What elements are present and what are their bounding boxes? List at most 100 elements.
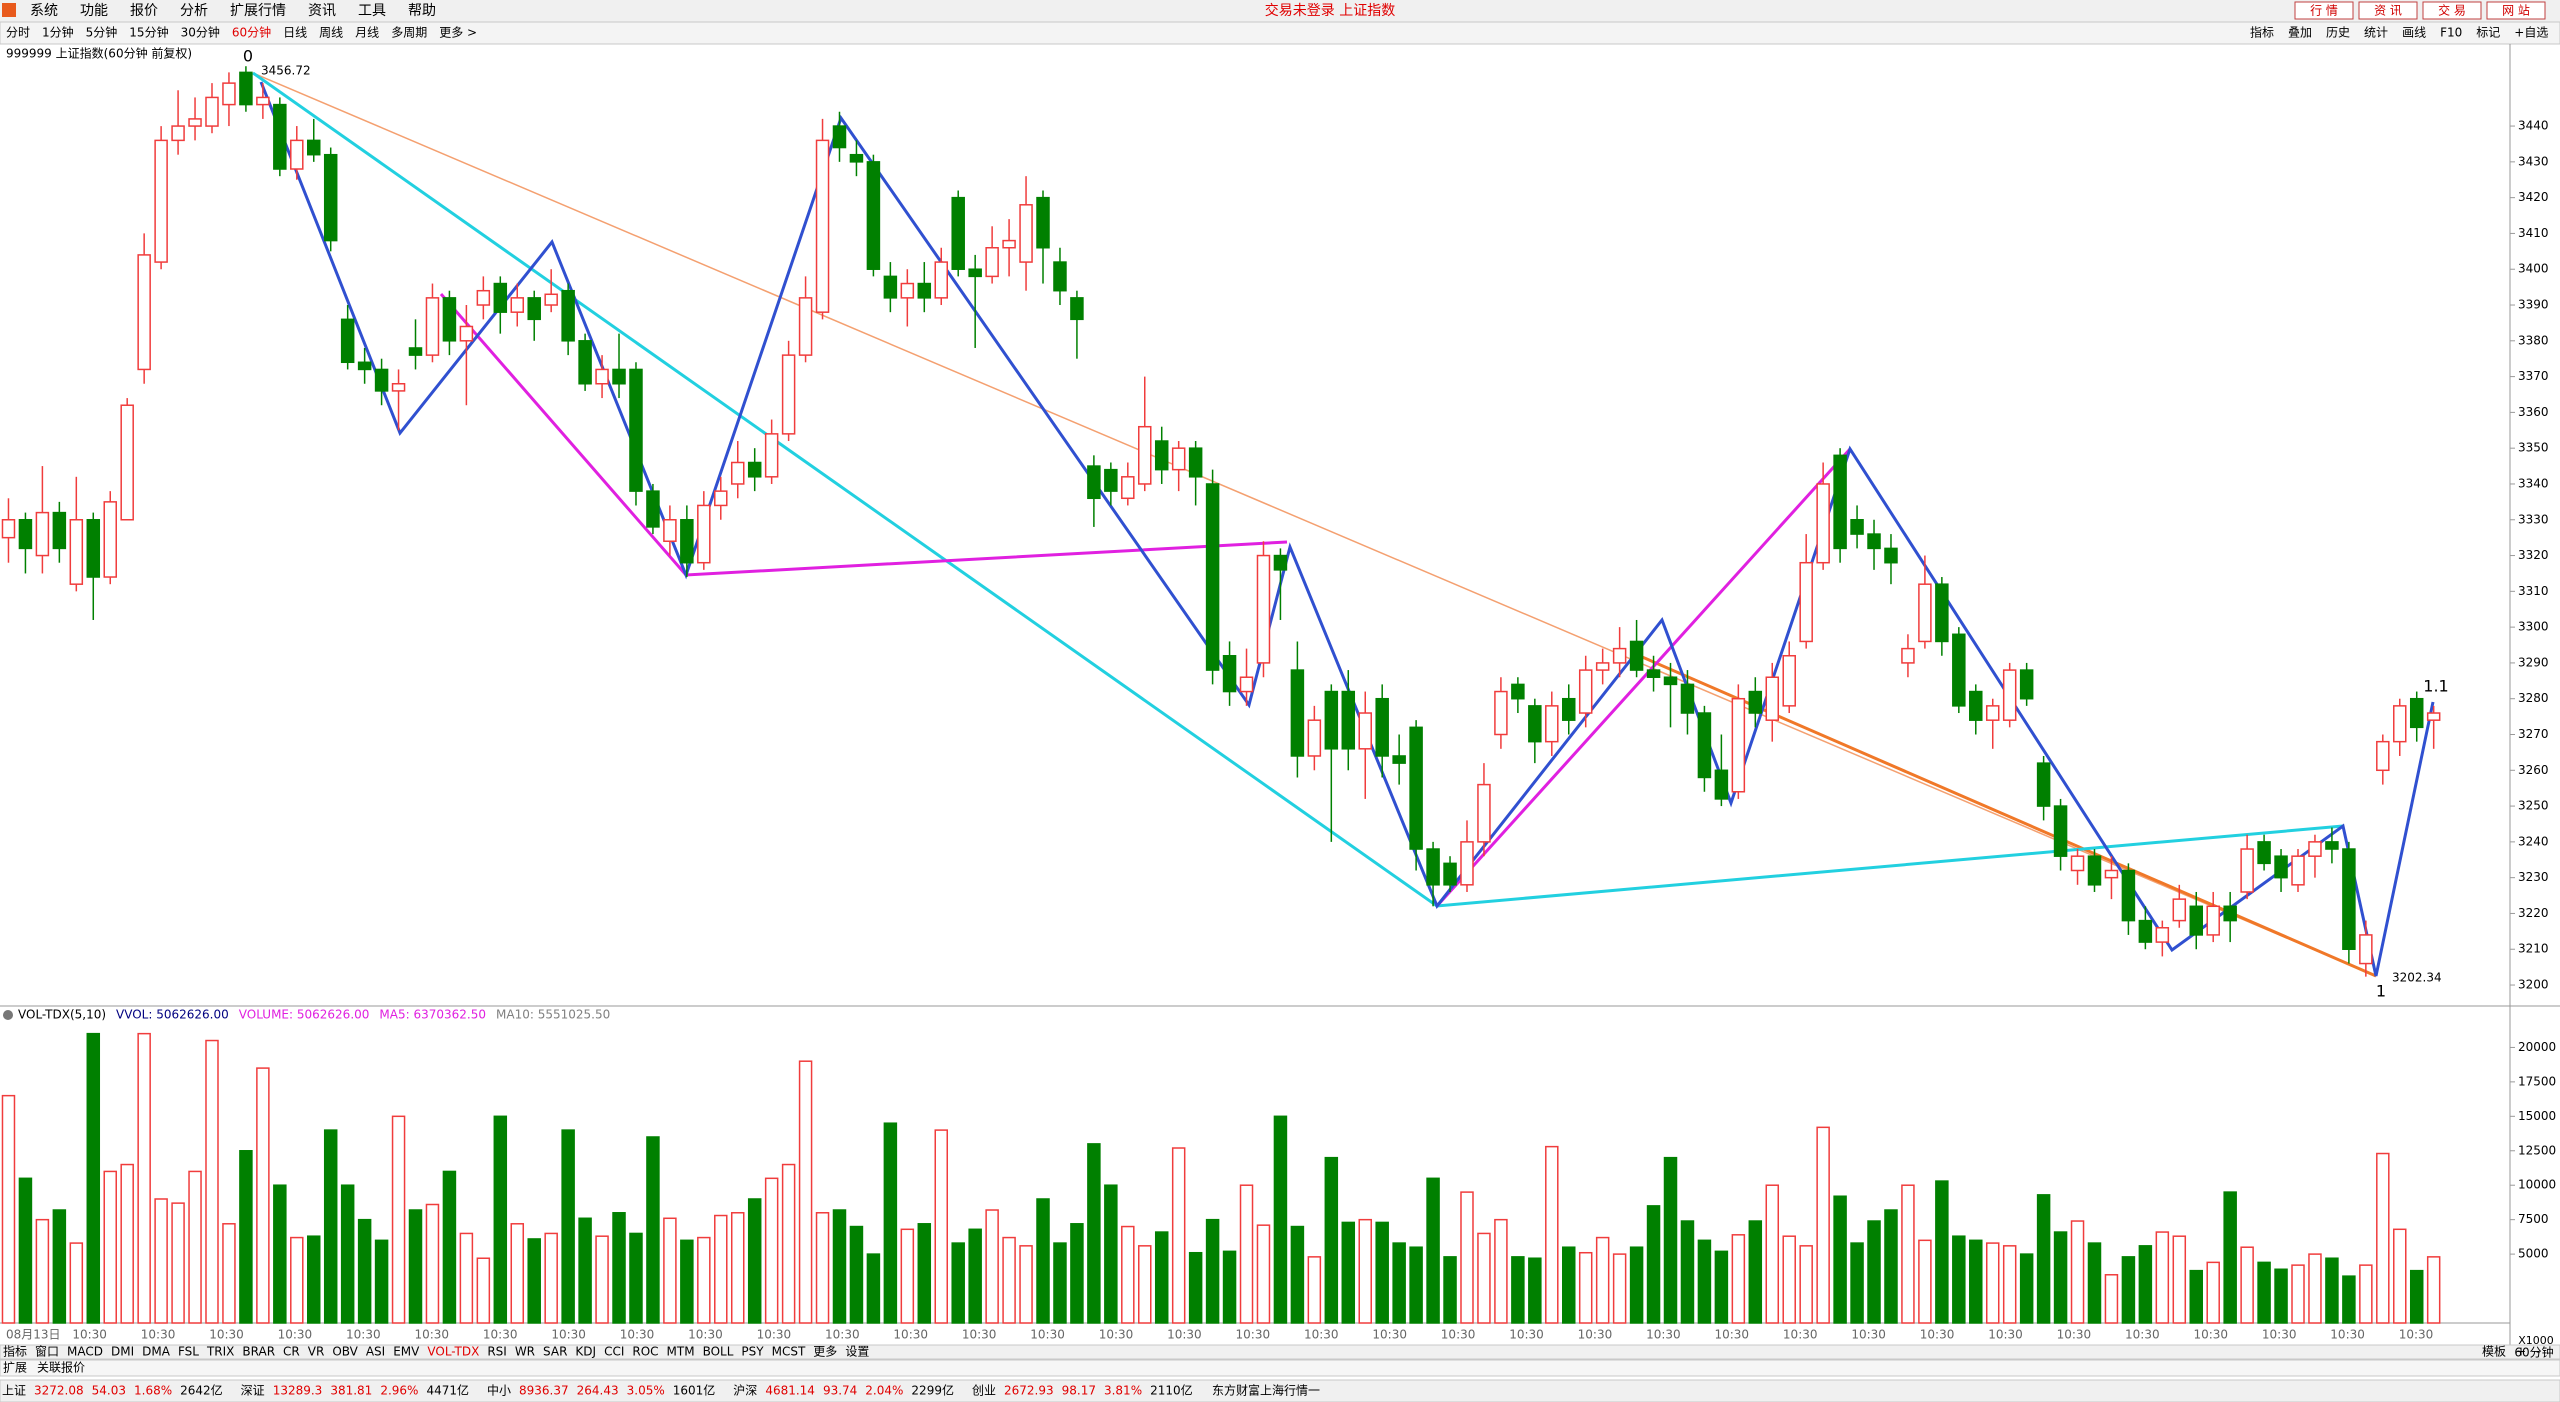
top-button[interactable] bbox=[2422, 1, 2482, 20]
volume-bar bbox=[612, 1212, 626, 1324]
period-tab[interactable]: 月线 bbox=[355, 26, 379, 40]
top-button[interactable] bbox=[2486, 1, 2546, 20]
volume-bar bbox=[103, 1170, 117, 1324]
volume-header[interactable]: VOLUME: 5062626.00 bbox=[239, 1008, 370, 1022]
indicator-tab[interactable]: 更多 bbox=[813, 1345, 837, 1359]
indicator-tab[interactable]: BRAR bbox=[242, 1345, 275, 1359]
candle-body bbox=[2376, 740, 2390, 772]
indicator-tab[interactable]: ASI bbox=[366, 1345, 385, 1359]
volume-bar bbox=[1850, 1242, 1864, 1324]
menu-item[interactable]: 功能 bbox=[80, 3, 108, 19]
candle-body bbox=[323, 153, 338, 242]
menu-item[interactable]: 报价 bbox=[130, 3, 158, 19]
period-tab[interactable]: 分时 bbox=[6, 26, 30, 40]
tool-button[interactable]: 统计 bbox=[2364, 26, 2388, 40]
indicator-tab[interactable]: MCST bbox=[772, 1345, 806, 1359]
volume-header[interactable]: MA5: 6370362.50 bbox=[379, 1008, 486, 1022]
indicator-tab[interactable]: FSL bbox=[178, 1345, 199, 1359]
tool-button[interactable]: 指标 bbox=[2250, 25, 2274, 40]
template-tab[interactable]: + bbox=[2516, 1345, 2526, 1359]
indicator-tab[interactable]: 指标 bbox=[3, 1344, 27, 1359]
volume-header[interactable]: VOL-TDX(5,10) bbox=[18, 1008, 106, 1022]
indicator-tab[interactable]: VOL-TDX bbox=[427, 1345, 479, 1359]
top-button[interactable] bbox=[2358, 1, 2418, 20]
template-tab[interactable]: 模板 bbox=[2482, 1345, 2506, 1359]
period-tab[interactable]: 1分钟 bbox=[42, 25, 74, 40]
candle-body bbox=[2240, 848, 2254, 893]
period-tab[interactable]: 15分钟 bbox=[129, 25, 168, 40]
candle-body bbox=[1290, 669, 1305, 757]
volume-bar bbox=[1341, 1221, 1356, 1324]
volume-bar bbox=[2138, 1245, 2153, 1324]
volume-header[interactable]: MA10: 5551025.50 bbox=[496, 1008, 610, 1022]
market-field: 深证 bbox=[241, 1384, 265, 1398]
tool-button[interactable]: +自选 bbox=[2514, 26, 2548, 40]
period-tab[interactable]: 周线 bbox=[319, 26, 343, 40]
volume-bar bbox=[2104, 1274, 2119, 1324]
indicator-tab[interactable]: 设置 bbox=[845, 1345, 869, 1359]
tool-button[interactable]: F10 bbox=[2440, 26, 2462, 40]
indicator-tab[interactable]: VR bbox=[308, 1345, 325, 1359]
volume-bar bbox=[815, 1212, 830, 1324]
top-button[interactable] bbox=[2294, 1, 2354, 20]
period-tab[interactable]: 更多 > bbox=[439, 26, 477, 40]
menu-item[interactable]: 资讯 bbox=[308, 3, 336, 19]
volume-header[interactable]: VVOL: 5062626.00 bbox=[116, 1008, 229, 1022]
indicator-tab[interactable]: DMA bbox=[142, 1345, 171, 1359]
menu-item[interactable]: 帮助 bbox=[408, 3, 436, 19]
indicator-tab[interactable]: MTM bbox=[667, 1345, 695, 1359]
candle-body bbox=[663, 519, 677, 542]
indicator-tab[interactable]: WR bbox=[515, 1345, 535, 1359]
period-tab[interactable]: 30分钟 bbox=[181, 25, 220, 40]
top-button-label[interactable]: 网 站 bbox=[2502, 4, 2530, 18]
volume-tick-label: 17500 bbox=[2518, 1074, 2556, 1088]
indicator-tab[interactable]: EMV bbox=[393, 1345, 420, 1359]
indicator-tab[interactable]: CCI bbox=[604, 1345, 624, 1359]
indicator-tab[interactable]: PSY bbox=[741, 1345, 764, 1359]
indicator-tab[interactable]: 窗口 bbox=[35, 1345, 59, 1359]
candle-body bbox=[985, 247, 999, 278]
top-button-label[interactable]: 资 讯 bbox=[2374, 4, 2402, 18]
market-field: 381.81 bbox=[330, 1384, 372, 1398]
indicator-tab[interactable]: OBV bbox=[332, 1345, 358, 1359]
top-button-label[interactable]: 交 易 bbox=[2438, 3, 2466, 18]
tool-button[interactable]: 叠加 bbox=[2288, 26, 2312, 40]
menu-item[interactable]: 分析 bbox=[180, 3, 208, 19]
sub-tab[interactable]: 关联报价 bbox=[37, 1360, 85, 1375]
template-tab[interactable]: - bbox=[2536, 1345, 2540, 1359]
y-tick-label: 3350 bbox=[2518, 441, 2549, 455]
indicator-tab[interactable]: CR bbox=[283, 1345, 300, 1359]
wave-label: 1.1 bbox=[2423, 677, 2448, 696]
indicator-tab[interactable]: BOLL bbox=[703, 1345, 734, 1359]
candle-body bbox=[1765, 676, 1780, 721]
indicator-tab[interactable]: SAR bbox=[543, 1345, 567, 1359]
tool-button[interactable]: 历史 bbox=[2326, 26, 2350, 40]
tool-button[interactable]: 标记 bbox=[2476, 26, 2500, 40]
menu-item[interactable]: 工具 bbox=[358, 3, 386, 19]
period-tab[interactable]: 多周期 bbox=[391, 26, 427, 40]
indicator-tab[interactable]: MACD bbox=[67, 1345, 103, 1359]
volume-bar bbox=[2376, 1152, 2390, 1324]
volume-bar bbox=[1629, 1246, 1644, 1324]
sub-tab[interactable]: 扩展 bbox=[3, 1361, 27, 1375]
period-tab[interactable]: 5分钟 bbox=[86, 25, 118, 40]
top-button-label[interactable]: 行 情 bbox=[2310, 4, 2338, 18]
volume-bar bbox=[1070, 1223, 1084, 1324]
volume-bar bbox=[120, 1163, 134, 1324]
period-tab[interactable]: 日线 bbox=[283, 26, 307, 40]
candle-body bbox=[1511, 683, 1525, 700]
tool-button[interactable]: 画线 bbox=[2402, 26, 2426, 40]
period-tab[interactable]: 60分钟 bbox=[232, 25, 271, 40]
volume-bar bbox=[69, 1242, 84, 1324]
indicator-tab[interactable]: KDJ bbox=[575, 1345, 596, 1359]
indicator-tab[interactable]: RSI bbox=[487, 1345, 507, 1359]
menu-item[interactable]: 扩展行情 bbox=[230, 3, 286, 19]
market-field: 93.74 bbox=[823, 1384, 857, 1398]
indicator-tab[interactable]: DMI bbox=[111, 1345, 134, 1359]
candle-body bbox=[2342, 848, 2356, 950]
indicator-tab[interactable]: TRIX bbox=[206, 1345, 234, 1359]
indicator-tab[interactable]: ROC bbox=[632, 1345, 658, 1359]
y-tick-label: 3340 bbox=[2518, 476, 2549, 490]
menu-item[interactable]: 系统 bbox=[30, 3, 58, 19]
volume-bar bbox=[1273, 1115, 1288, 1324]
